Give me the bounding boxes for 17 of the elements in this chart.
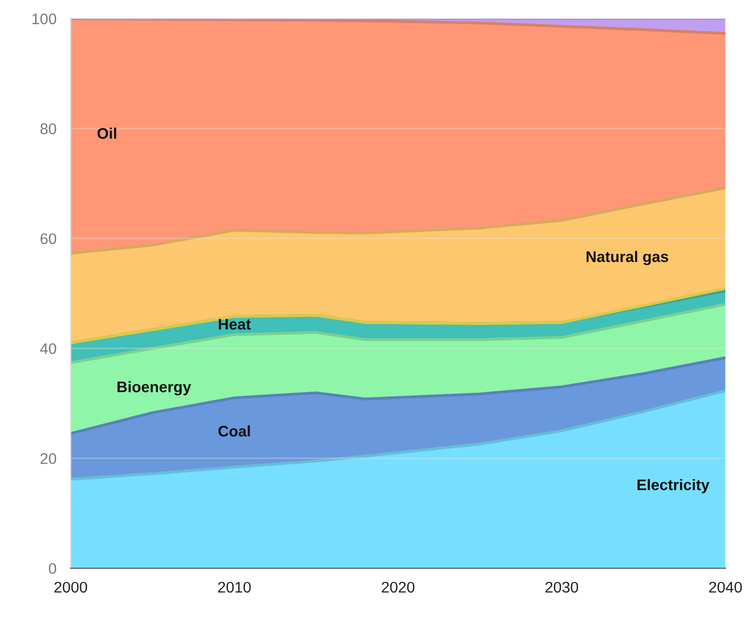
x-tick-label: 2010 [218, 582, 251, 593]
x-tick-label: 2000 [54, 582, 88, 593]
y-tick-label: 40 [40, 343, 56, 354]
y-tick-label: 20 [40, 453, 56, 464]
y-tick-label: 60 [40, 233, 56, 244]
series-label: Heat [218, 319, 251, 330]
x-tick-label: 2030 [545, 582, 578, 593]
y-tick-label: 100 [32, 14, 56, 24]
series-label: Bioenergy [118, 381, 192, 396]
series-label: Electricity [638, 479, 710, 494]
y-tick-label: 0 [48, 563, 56, 574]
x-tick-label: 2020 [382, 582, 414, 593]
series-label: Coal [218, 425, 250, 437]
x-tick-label: 2040 [709, 582, 742, 593]
series-label: Natural gas [586, 250, 668, 266]
y-tick-label: 80 [40, 123, 56, 134]
series-label: Oil [97, 128, 116, 139]
